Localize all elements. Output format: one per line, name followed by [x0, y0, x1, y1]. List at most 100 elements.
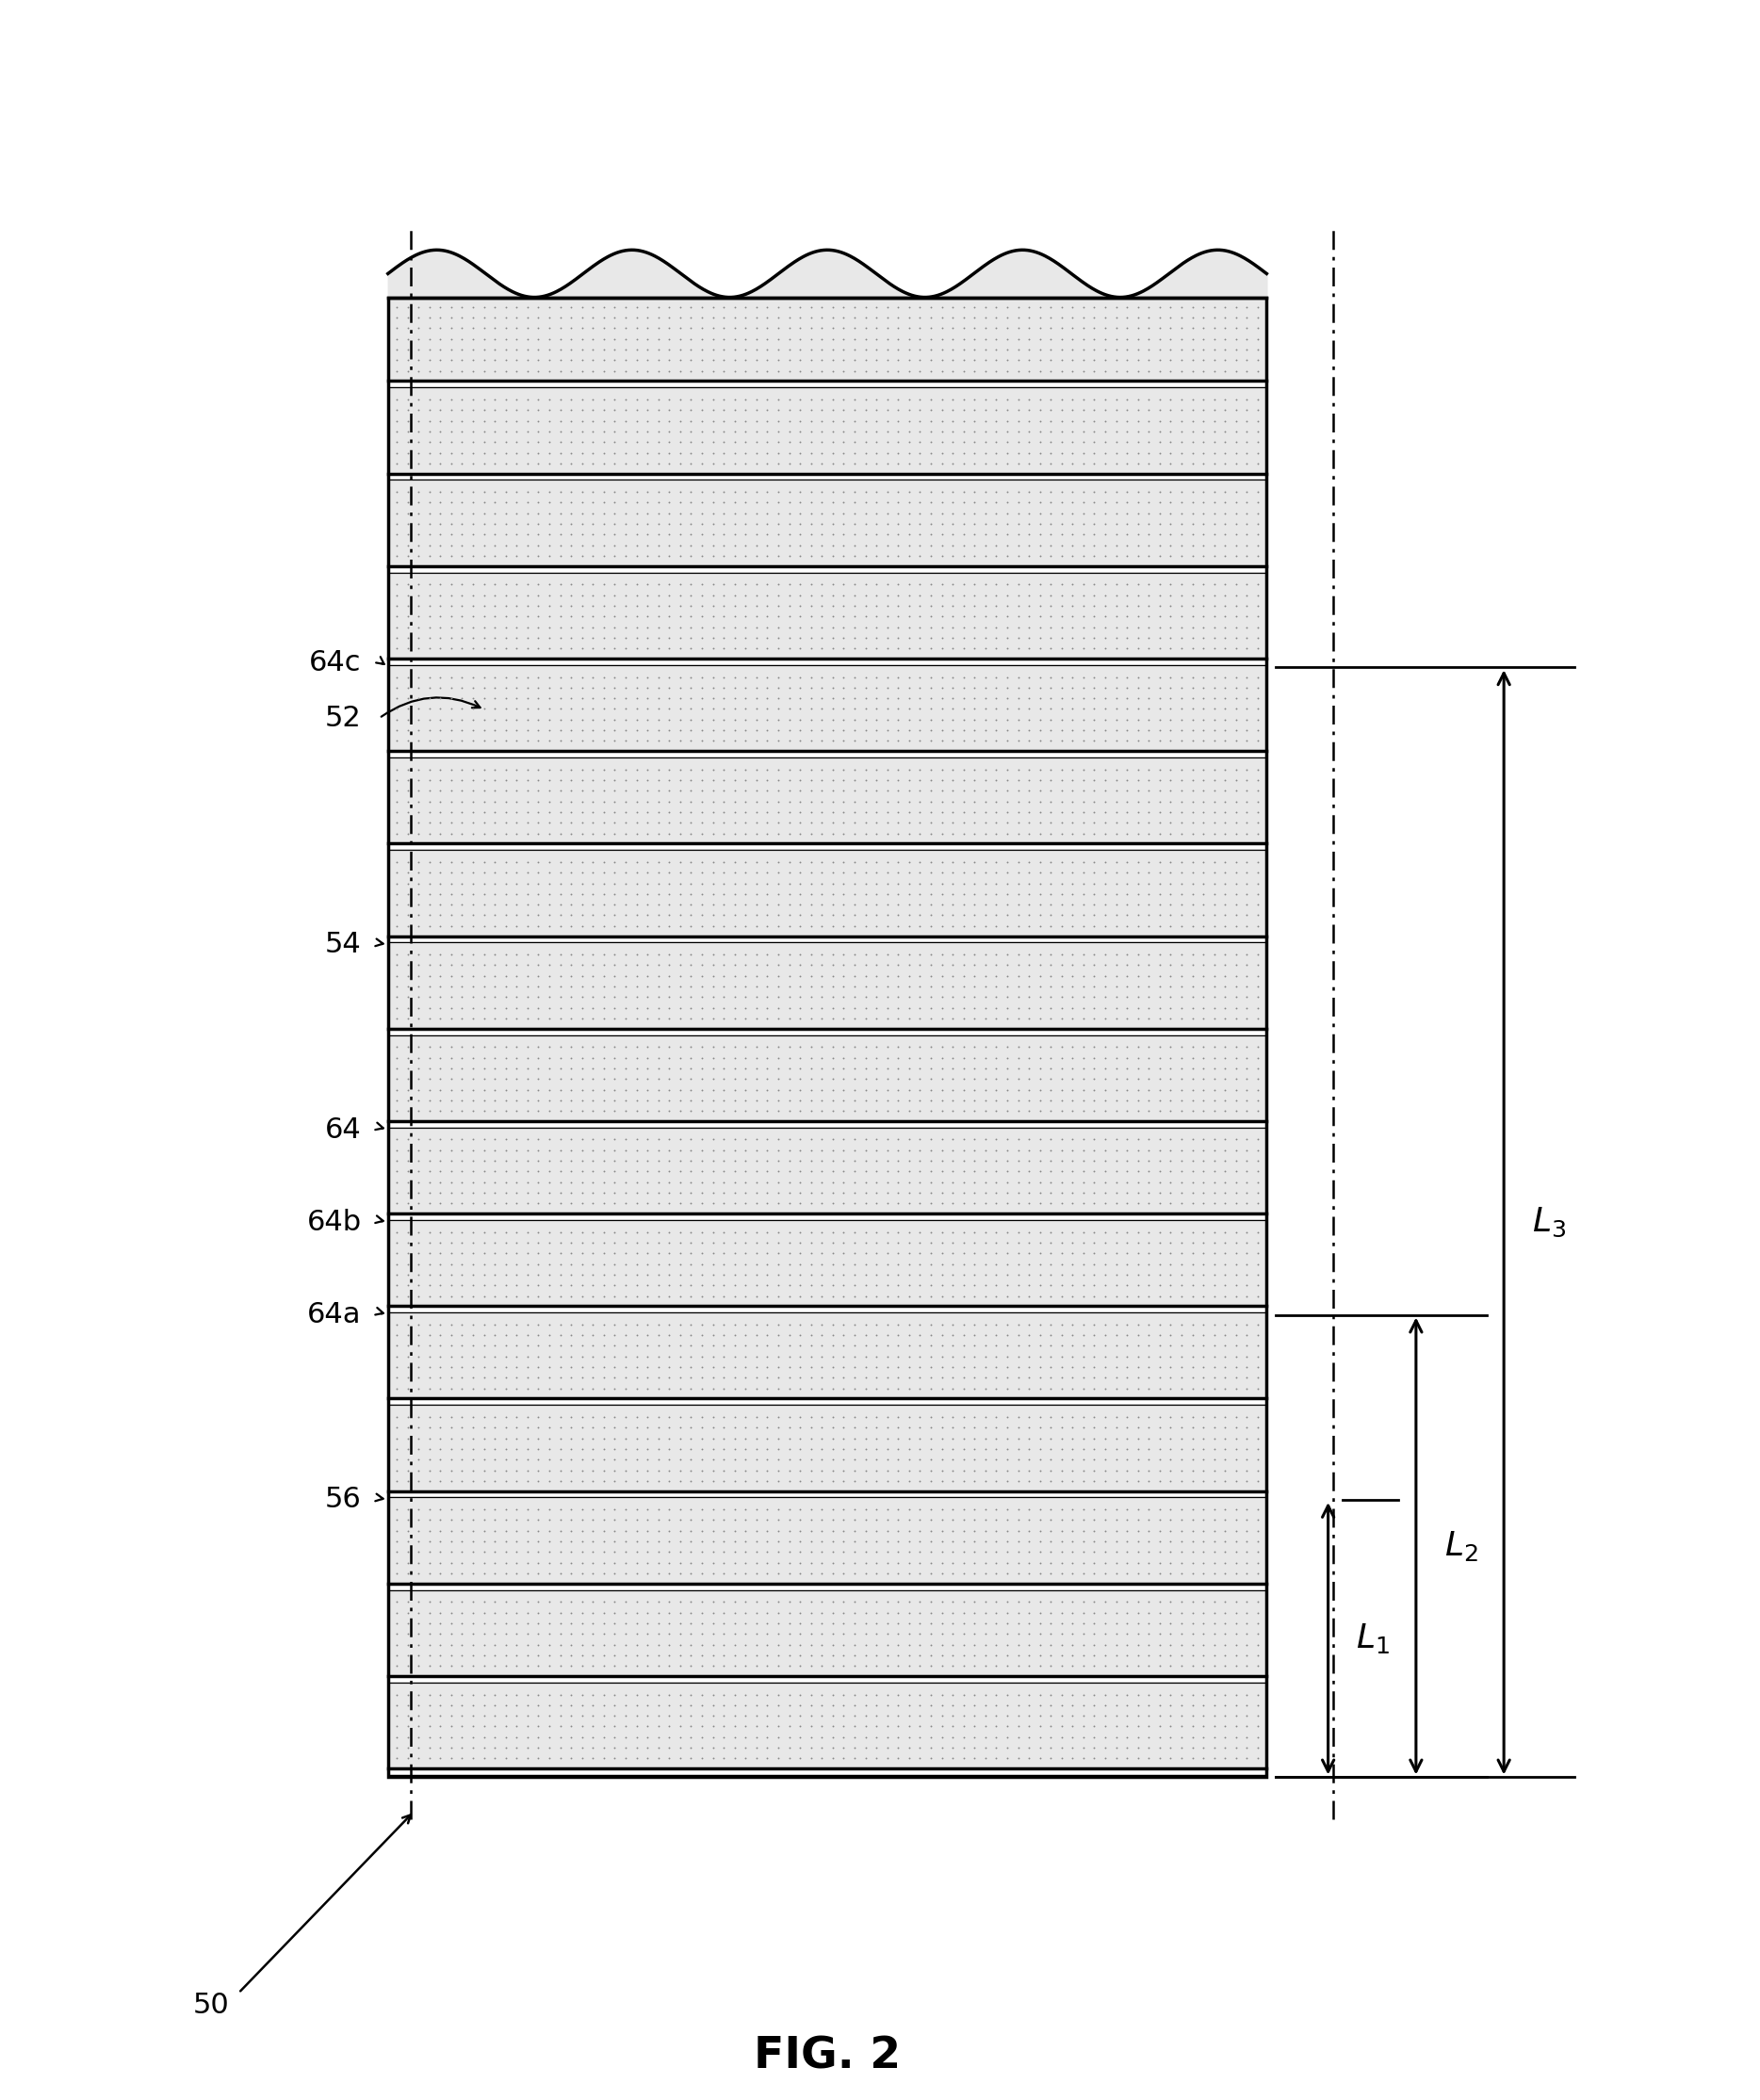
Point: [709, 382, 737, 416]
Point: [524, 393, 553, 426]
Point: [546, 1401, 574, 1434]
Point: [1156, 1155, 1184, 1189]
Point: [852, 1371, 880, 1405]
Point: [1058, 1308, 1086, 1342]
Point: [1135, 393, 1163, 426]
Point: [1112, 1052, 1140, 1086]
Point: [993, 1361, 1021, 1394]
Point: [961, 529, 989, 563]
Point: [1112, 1371, 1140, 1405]
Point: [993, 496, 1021, 529]
Point: [862, 659, 891, 693]
Point: [829, 752, 857, 785]
Point: [972, 888, 1000, 922]
Point: [1091, 529, 1119, 563]
Point: [906, 1002, 935, 1035]
Point: [382, 1586, 410, 1619]
Point: [1179, 1237, 1207, 1270]
Point: [1244, 1464, 1272, 1497]
Point: [1146, 1411, 1174, 1445]
Point: [1179, 888, 1207, 922]
Point: [1102, 475, 1130, 508]
Point: [1026, 1329, 1054, 1363]
Point: [961, 611, 989, 645]
Point: [862, 857, 891, 890]
Point: [1070, 714, 1098, 748]
Point: [415, 1226, 444, 1260]
Point: [1070, 1464, 1098, 1497]
Point: [938, 1678, 966, 1711]
Point: [1221, 1741, 1250, 1774]
Point: [1244, 1155, 1272, 1189]
Point: [961, 1720, 989, 1754]
Point: [415, 1166, 444, 1199]
Point: [1167, 670, 1195, 704]
Point: [949, 1340, 977, 1373]
Point: [568, 1176, 597, 1210]
Point: [1003, 775, 1031, 808]
Point: [1026, 1176, 1054, 1210]
Point: [1200, 519, 1228, 552]
Point: [972, 1042, 1000, 1075]
Point: [436, 1464, 465, 1497]
Point: [611, 752, 639, 785]
Point: [546, 529, 574, 563]
Point: [1047, 1596, 1075, 1630]
Point: [1190, 1699, 1218, 1732]
Point: [1179, 496, 1207, 529]
Point: [634, 437, 662, 470]
Point: [491, 1340, 519, 1373]
Point: [449, 1052, 477, 1086]
Point: [405, 867, 433, 901]
Point: [623, 683, 651, 716]
Point: [1003, 724, 1031, 758]
Point: [873, 762, 901, 796]
Point: [862, 1678, 891, 1711]
Point: [436, 949, 465, 983]
Point: [732, 1155, 760, 1189]
Point: [558, 1678, 586, 1711]
Point: [852, 1319, 880, 1352]
Point: [1167, 1504, 1195, 1537]
Point: [491, 601, 519, 634]
Point: [938, 806, 966, 840]
Point: [514, 1052, 542, 1086]
Point: [774, 1443, 803, 1476]
Point: [841, 1546, 869, 1579]
Point: [1156, 1514, 1184, 1548]
Point: [774, 540, 803, 573]
Point: [688, 1432, 716, 1466]
Point: [655, 714, 683, 748]
Point: [938, 1031, 966, 1065]
Point: [1091, 1308, 1119, 1342]
Point: [709, 1586, 737, 1619]
Point: [709, 1699, 737, 1732]
Point: [665, 1535, 693, 1569]
Point: [514, 659, 542, 693]
Point: [1091, 693, 1119, 727]
Point: [436, 1308, 465, 1342]
Point: [449, 888, 477, 922]
Point: [1135, 844, 1163, 878]
Point: [449, 1411, 477, 1445]
Point: [1125, 970, 1153, 1004]
Point: [590, 1432, 618, 1466]
Point: [906, 1226, 935, 1260]
Point: [688, 1688, 716, 1722]
Point: [818, 1638, 847, 1672]
Point: [1026, 414, 1054, 447]
Point: [590, 447, 618, 481]
Point: [993, 1606, 1021, 1640]
Point: [611, 714, 639, 748]
Point: [459, 1042, 488, 1075]
Point: [1016, 632, 1044, 666]
Point: [600, 1730, 628, 1764]
Point: [459, 1741, 488, 1774]
Point: [774, 447, 803, 481]
Point: [600, 670, 628, 704]
Point: [720, 1124, 748, 1157]
Point: [1026, 899, 1054, 932]
Point: [829, 1052, 857, 1086]
Point: [382, 939, 410, 972]
Point: [665, 414, 693, 447]
